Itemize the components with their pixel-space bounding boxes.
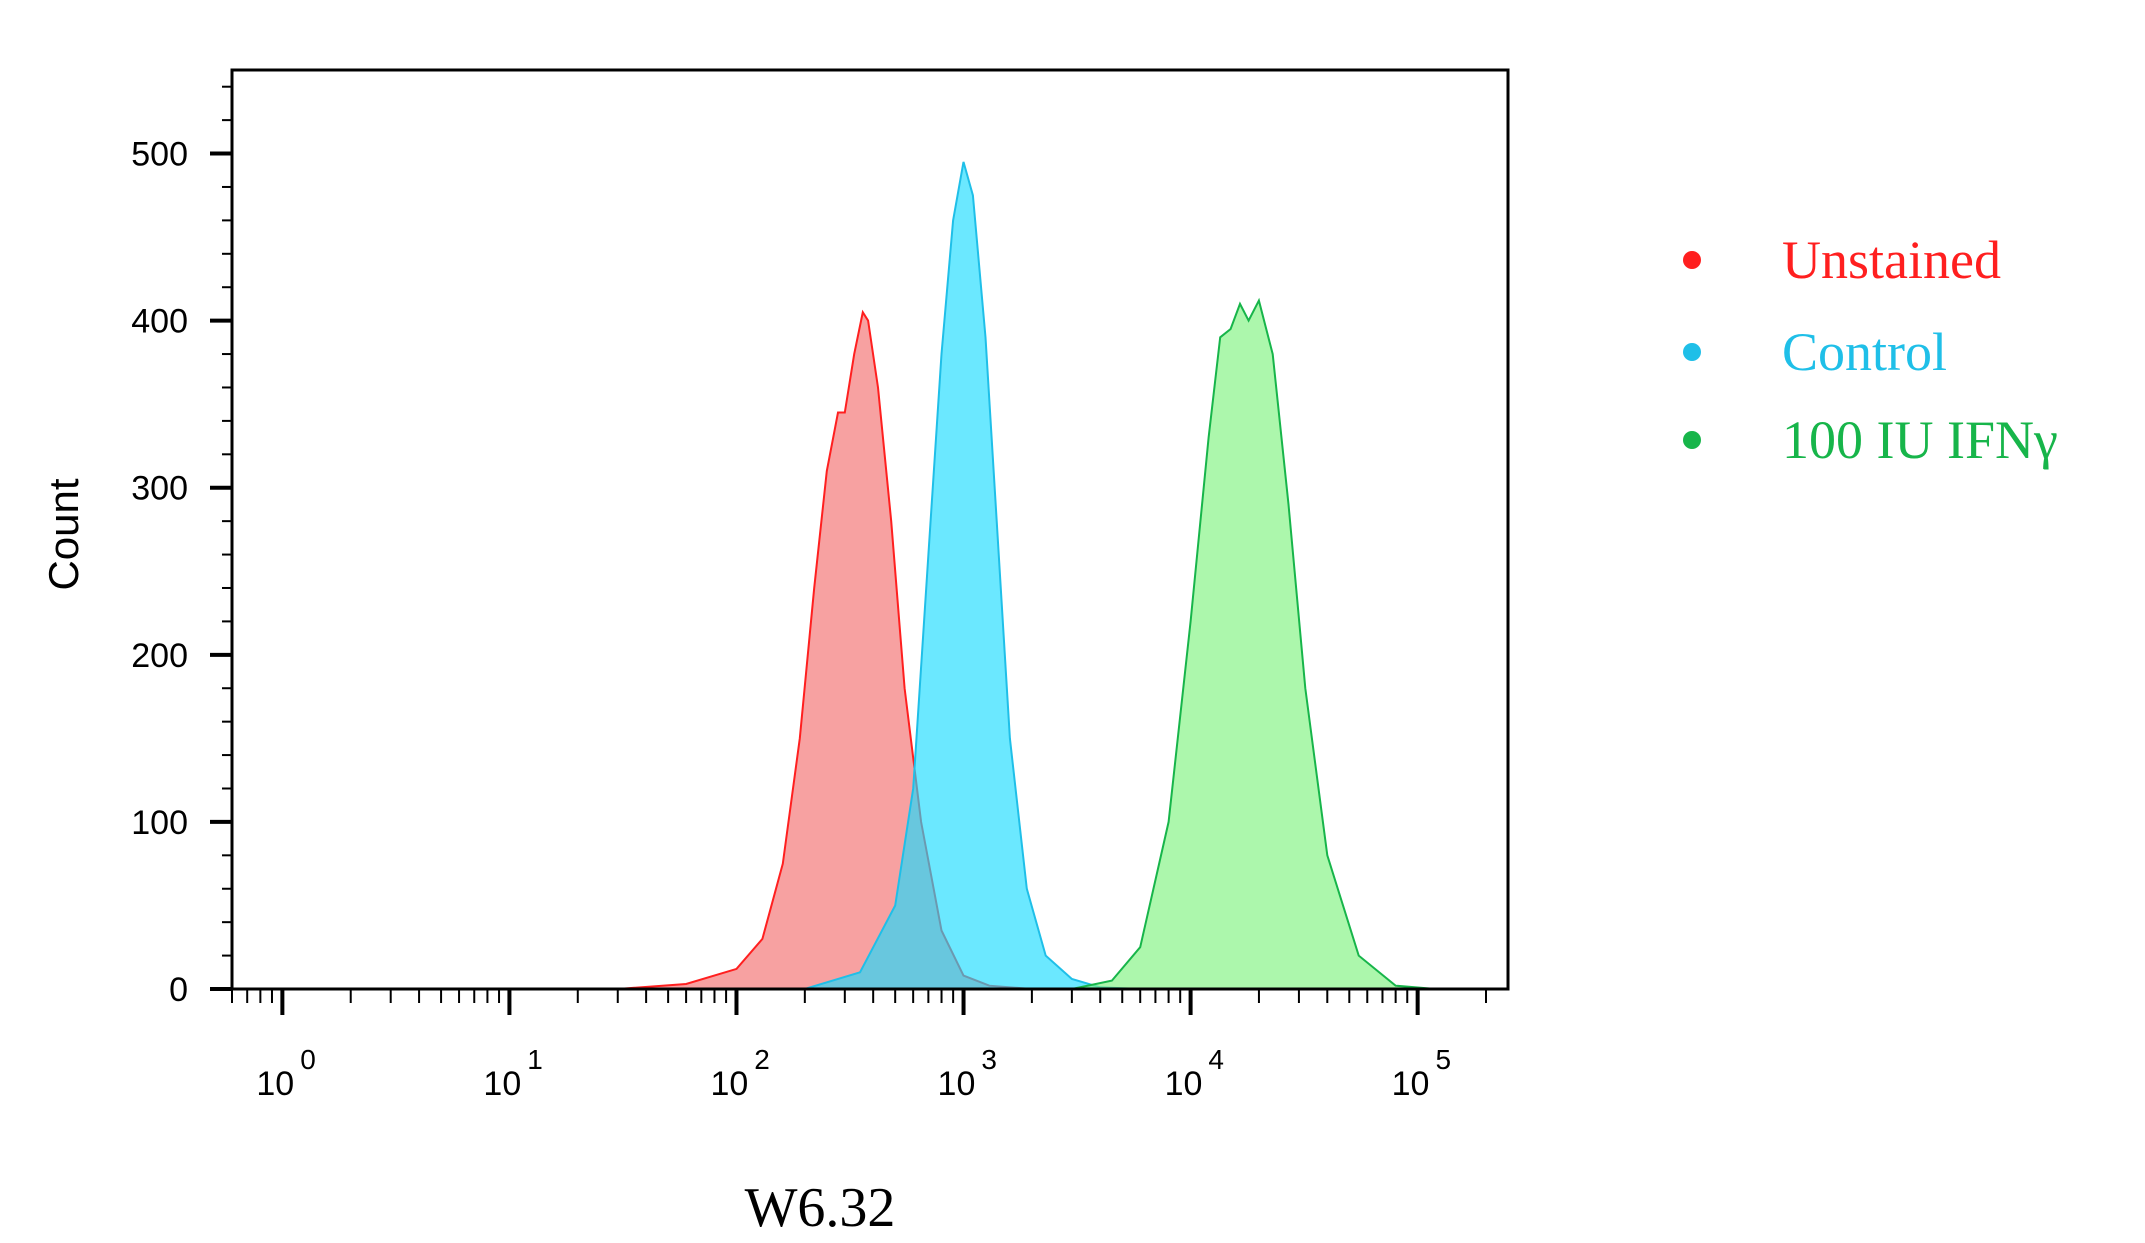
legend-marker	[1683, 251, 1701, 269]
legend-marker	[1683, 343, 1701, 361]
legend-marker	[1683, 431, 1701, 449]
legend: Unstained Control 100 IU IFNγ	[1683, 230, 2058, 470]
x-tick-label: 103	[938, 1044, 997, 1103]
y-tick-label: 0	[169, 971, 188, 1009]
y-axis-title: Count	[40, 478, 87, 590]
y-tick-label: 500	[131, 136, 188, 174]
y-tick-label: 300	[131, 470, 188, 508]
x-tick-label: 101	[483, 1044, 542, 1103]
y-tick-label: 100	[131, 804, 188, 842]
legend-label: Unstained	[1782, 230, 2001, 290]
legend-label: Control	[1782, 322, 1947, 382]
x-tick-label: 104	[1165, 1044, 1224, 1103]
series-layer	[232, 161, 1508, 990]
x-tick-label: 105	[1392, 1044, 1451, 1103]
y-tick-label: 200	[131, 637, 188, 675]
x-tick-label: 100	[256, 1044, 315, 1103]
x-tick-label: 102	[710, 1044, 769, 1103]
series-3-area	[232, 297, 1508, 990]
y-tick-label: 400	[131, 303, 188, 341]
legend-label: 100 IU IFNγ	[1782, 410, 2058, 470]
y-axis: 0 100 200 300 400 500	[131, 85, 232, 1009]
plot-frame	[230, 68, 1510, 991]
x-axis: 100 101 102 103 104 105	[231, 989, 1487, 1103]
x-axis-title: W6.32	[745, 1177, 896, 1239]
